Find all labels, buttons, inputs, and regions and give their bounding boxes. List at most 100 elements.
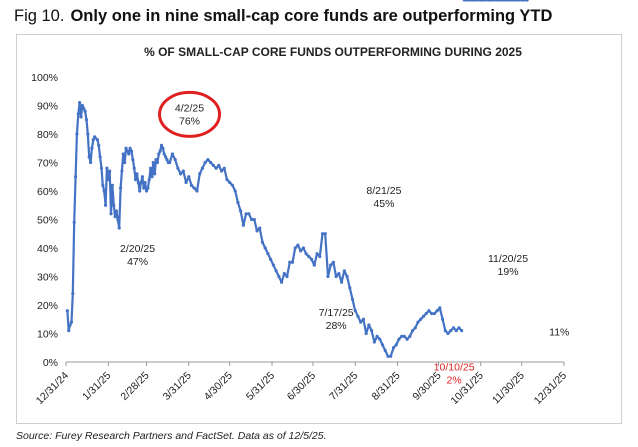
data-point: [370, 329, 374, 333]
data-point: [90, 146, 94, 150]
data-point: [76, 112, 80, 116]
source-note: Source: Furey Research Partners and Fact…: [16, 430, 327, 442]
data-point: [487, 0, 491, 2]
y-tick-label: 20%: [37, 300, 58, 312]
data-point: [168, 160, 172, 165]
data-point: [252, 217, 256, 222]
data-point: [241, 223, 245, 227]
data-point: [367, 323, 371, 327]
data-point: [419, 317, 423, 321]
data-point: [73, 175, 78, 179]
data-point: [427, 309, 431, 313]
data-point: [443, 329, 447, 333]
data-point: [353, 309, 357, 313]
data-point: [93, 135, 97, 139]
data-point: [75, 132, 79, 136]
annotation-date: 10/10/25: [434, 361, 475, 373]
data-point: [108, 169, 112, 173]
data-point: [400, 334, 404, 338]
y-tick-label: 0%: [43, 357, 58, 369]
data-point: [345, 274, 349, 279]
data-point: [525, 0, 529, 2]
data-point: [473, 0, 477, 2]
data-point: [124, 146, 128, 150]
data-point: [465, 0, 469, 2]
data-point: [323, 232, 327, 236]
data-point: [451, 326, 456, 330]
y-tick-label: 90%: [37, 101, 58, 113]
annotation-date: 7/17/25: [319, 307, 354, 319]
data-point: [490, 0, 494, 2]
data-point: [162, 152, 166, 156]
data-point: [112, 203, 116, 207]
data-point: [255, 229, 259, 233]
data-point: [492, 0, 497, 2]
data-point: [129, 149, 134, 153]
data-point: [397, 337, 401, 341]
data-point: [249, 217, 254, 222]
data-point: [410, 329, 415, 333]
data-point: [173, 158, 177, 162]
data-point: [161, 146, 165, 150]
data-point: [233, 189, 237, 193]
data-point: [148, 166, 153, 170]
data-point: [136, 180, 140, 185]
data-point: [446, 331, 450, 336]
data-point: [236, 200, 240, 204]
data-point: [105, 166, 109, 170]
data-point: [479, 0, 483, 2]
data-point: [83, 109, 87, 113]
data-point: [155, 160, 160, 165]
data-point: [139, 180, 143, 185]
data-point: [391, 346, 396, 350]
data-point: [282, 272, 286, 276]
data-point: [203, 160, 207, 165]
annotation-value: 76%: [179, 115, 200, 127]
data-point: [277, 274, 281, 279]
data-point: [135, 172, 139, 176]
chart-title: % OF SMALL-CAP CORE FUNDS OUTPERFORMING …: [144, 45, 522, 59]
data-point: [103, 203, 108, 207]
data-point: [239, 209, 243, 213]
annotation-value: 28%: [326, 320, 347, 332]
annotation-value: 2%: [447, 374, 462, 386]
data-point: [87, 155, 91, 159]
x-tick-label: 6/30/25: [285, 370, 318, 403]
data-point: [440, 317, 445, 321]
data-point: [432, 311, 436, 316]
annotation-value: 45%: [373, 198, 394, 210]
x-tick-label: 7/31/25: [327, 370, 360, 403]
y-tick-label: 10%: [37, 329, 58, 341]
data-point: [258, 226, 262, 230]
data-point: [78, 101, 82, 105]
data-point: [69, 320, 74, 324]
annotation-date: 8/21/25: [366, 185, 401, 197]
data-point: [405, 337, 409, 341]
data-point: [198, 172, 202, 176]
data-point: [143, 180, 147, 185]
data-point: [389, 354, 393, 358]
x-tick-label: 3/31/25: [161, 370, 194, 403]
data-point: [97, 143, 101, 147]
data-point: [106, 178, 110, 182]
annotation-date: 11/20/25: [488, 253, 528, 265]
data-point: [82, 106, 86, 110]
data-point: [476, 0, 480, 2]
data-point: [127, 152, 131, 156]
data-point: [118, 186, 123, 190]
data-point: [228, 180, 232, 185]
data-point: [460, 329, 464, 333]
data-point: [334, 274, 338, 279]
data-point: [151, 160, 155, 165]
data-point: [457, 326, 461, 330]
data-point: [86, 132, 90, 136]
data-point: [315, 252, 319, 256]
data-point: [247, 212, 251, 216]
data-point: [359, 320, 363, 324]
data-point: [378, 337, 382, 341]
data-point: [222, 166, 226, 170]
data-point: [125, 149, 129, 153]
highlight-circle: [158, 90, 222, 138]
data-point: [266, 252, 270, 256]
data-point: [350, 297, 355, 301]
